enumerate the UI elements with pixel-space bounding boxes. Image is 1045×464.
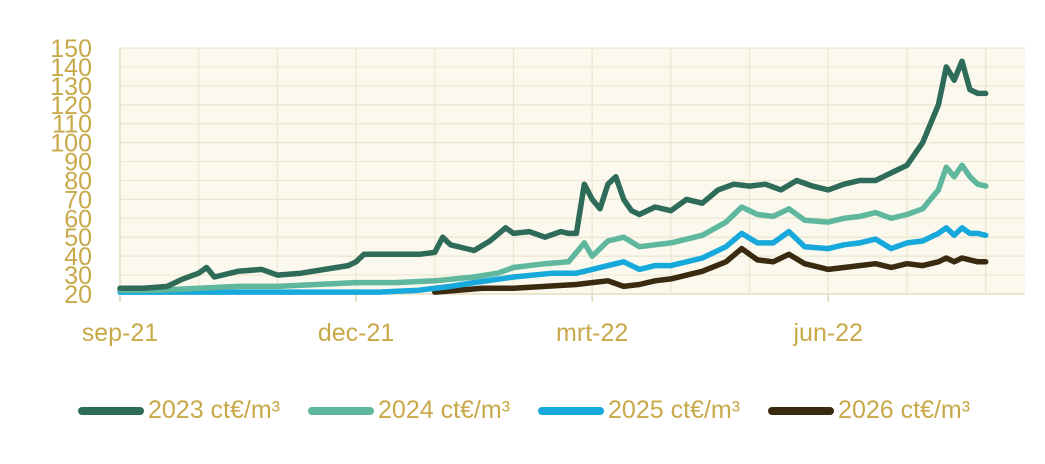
y-tick-label: 120 <box>50 92 92 120</box>
legend-item-2024: 2024 ct€/m³ <box>308 396 510 425</box>
series-line-2025 <box>117 225 989 295</box>
x-tick-label: jun-22 <box>793 319 864 347</box>
y-tick-label: 20 <box>64 281 92 309</box>
legend-label-2023: 2023 ct€/m³ <box>148 396 281 424</box>
y-tick-label: 110 <box>52 111 92 139</box>
legend-swatch-2024 <box>308 406 375 415</box>
y-tick-label: 150 <box>50 35 92 63</box>
legend-label-2024: 2024 ct€/m³ <box>378 396 511 424</box>
y-tick-label: 140 <box>50 54 92 82</box>
legend-label-2026: 2026 ct€/m³ <box>838 396 971 424</box>
y-tick-label: 30 <box>64 262 92 290</box>
legend-item-2023: 2023 ct€/m³ <box>78 396 280 425</box>
x-tick-label: dec-21 <box>318 319 394 347</box>
y-tick-label: 60 <box>64 205 92 233</box>
x-axis: sep-21 dec-21 mrt-22 jun-22 <box>82 294 863 347</box>
y-tick-label: 90 <box>64 149 92 177</box>
legend-label-2025: 2025 ct€/m³ <box>608 396 741 424</box>
series-line-2023 <box>117 58 989 292</box>
y-tick-label: 80 <box>64 167 92 195</box>
x-tick-label: mrt-22 <box>556 319 628 347</box>
legend-swatch-2023 <box>78 406 144 415</box>
series-lines <box>117 58 989 295</box>
legend: 2023 ct€/m³ 2024 ct€/m³ 2025 ct€/m³ 2026… <box>78 396 998 425</box>
y-tick-label: 100 <box>50 130 92 158</box>
legend-item-2026: 2026 ct€/m³ <box>768 396 970 425</box>
y-tick-label: 70 <box>64 186 92 214</box>
y-tick-label: 50 <box>64 224 92 252</box>
y-tick-label: 130 <box>50 73 92 101</box>
legend-swatch-2025 <box>538 406 605 415</box>
legend-swatch-2026 <box>768 406 835 415</box>
series-line-2024 <box>117 162 989 293</box>
x-tick-label: sep-21 <box>82 319 158 347</box>
legend-item-2025: 2025 ct€/m³ <box>538 396 740 425</box>
series-line-2026 <box>432 245 989 295</box>
y-tick-label: 40 <box>64 243 92 271</box>
